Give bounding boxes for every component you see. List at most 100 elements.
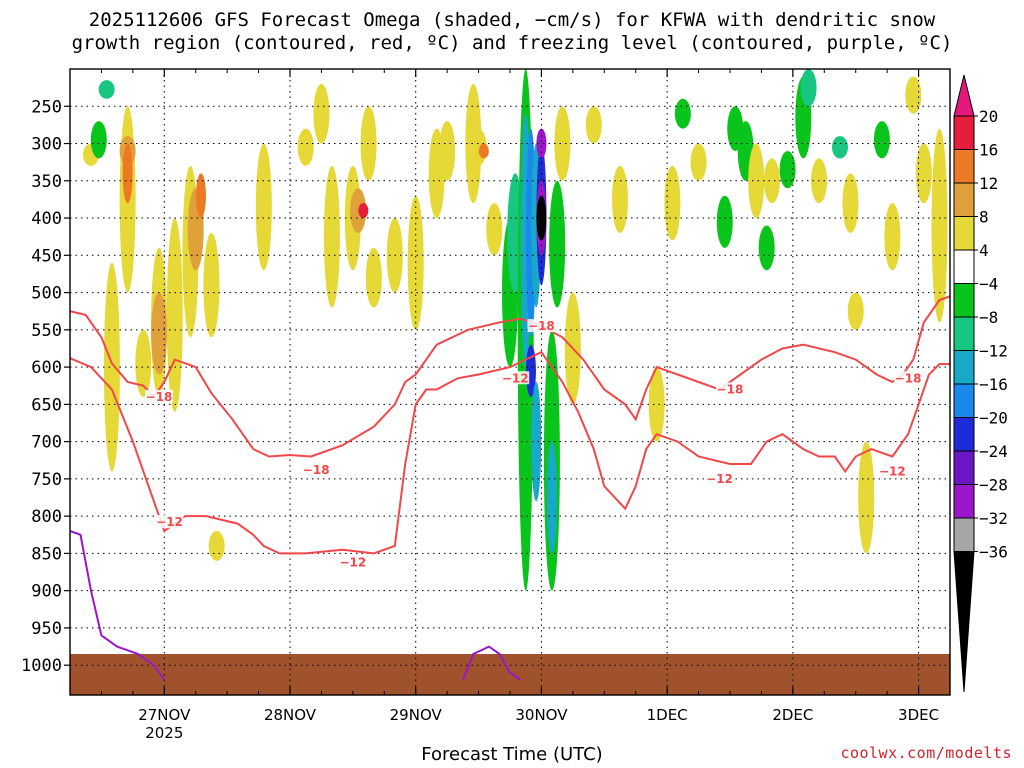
chart-title-line-2: growth region (contoured, red, ºC) and f… <box>71 32 953 54</box>
credit-link[interactable]: coolwx.com/modelts <box>840 744 1012 762</box>
colorbar-swatch <box>953 350 975 385</box>
omega-cell <box>847 292 864 330</box>
y-axis: 250 300 350 400 450 500 550 600 650 700 750 800 850 9… <box>21 97 70 676</box>
contour-label-bg <box>894 371 923 385</box>
y-tick-label: 950 <box>31 619 62 639</box>
omega-cell <box>350 188 367 233</box>
contour-label-bg <box>705 471 734 485</box>
x-tick-label: 2DEC <box>772 706 813 724</box>
colorbar-swatch <box>953 115 975 150</box>
y-tick-label: 1000 <box>21 656 62 676</box>
omega-cell <box>748 143 765 219</box>
omega-cell <box>103 262 120 472</box>
colorbar-swatch <box>953 450 975 485</box>
omega-cell <box>884 203 901 271</box>
colorbar-label: 12 <box>979 174 998 193</box>
contour-label-bg <box>155 515 184 529</box>
y-tick-label: 750 <box>31 470 62 490</box>
omega-cell <box>763 158 780 204</box>
y-tick-label: 650 <box>31 395 62 415</box>
contour-label: −18 <box>528 319 555 333</box>
omega-cell <box>716 195 733 248</box>
contour-label: −18 <box>895 371 922 385</box>
colorbar-label: −12 <box>979 342 1008 361</box>
colorbar-swatch <box>953 283 975 318</box>
y-tick-label: 300 <box>31 135 62 155</box>
omega-cell <box>98 80 115 99</box>
contour-0 <box>70 530 166 681</box>
y-tick-label: 700 <box>31 433 62 453</box>
omega-cell <box>195 173 206 219</box>
omega-cell <box>90 121 107 159</box>
omega-cell <box>664 165 681 241</box>
y-tick-label: 850 <box>31 544 62 564</box>
omega-cell <box>122 143 133 204</box>
contour-minus-12 <box>70 350 950 555</box>
colorbar-label: 8 <box>979 208 989 227</box>
omega-cell <box>832 136 848 159</box>
colorbar-swatch <box>953 417 975 452</box>
y-tick-label: 500 <box>31 284 62 304</box>
omega-cell <box>674 98 691 129</box>
omega-cell <box>358 203 369 219</box>
contour-label-bg <box>527 319 556 333</box>
x-tick-sublabel: 2025 <box>145 724 183 742</box>
y-tick-label: 550 <box>31 321 62 341</box>
colorbar-label: −8 <box>979 308 998 327</box>
x-tick-label: 27NOV <box>138 706 191 724</box>
contour-label: −12 <box>706 472 733 486</box>
plot-grid <box>70 69 950 695</box>
omega-cell <box>203 232 220 338</box>
omega-cell <box>546 441 557 554</box>
colorbar-label: −36 <box>979 543 1008 562</box>
contour-lines: −12 −12 −12 −12 −12 −18 −18 −18 −18 −18 <box>70 295 950 681</box>
x-tick-label: 30NOV <box>515 706 568 724</box>
contour-label-bg <box>302 462 331 476</box>
contour-minus-18 <box>70 295 950 458</box>
colorbar-swatch <box>953 249 975 284</box>
omega-cell <box>758 225 775 271</box>
contour-label-bg <box>145 389 174 403</box>
omega-cell <box>873 121 890 159</box>
omega-cell <box>585 106 602 144</box>
colorbar-swatch <box>953 517 975 552</box>
omega-cell <box>255 143 272 271</box>
x-tick-label: 29NOV <box>390 706 443 724</box>
omega-cell <box>297 128 314 166</box>
omega-cell <box>931 128 948 323</box>
omega-cell <box>800 69 817 107</box>
omega-cell <box>439 121 456 181</box>
y-tick-label: 400 <box>31 209 62 229</box>
omega-cell <box>690 143 707 181</box>
omega-cell <box>905 76 922 114</box>
x-tick-label: 28NOV <box>264 706 317 724</box>
y-tick-label: 350 <box>31 172 62 192</box>
x-tick-label: 1DEC <box>647 706 688 724</box>
colorbar-label: −16 <box>979 375 1008 394</box>
contour-label: −18 <box>303 463 330 477</box>
colorbar-label: 16 <box>979 141 998 160</box>
y-tick-label: 250 <box>31 97 62 117</box>
x-tick-label: 3DEC <box>898 706 939 724</box>
colorbar-swatch <box>953 216 975 251</box>
omega-cell <box>842 173 859 233</box>
contour-label: −18 <box>717 382 744 396</box>
contour-label: −12 <box>879 464 906 478</box>
colorbar-swatch <box>953 383 975 418</box>
colorbar-top-arrow <box>953 74 975 117</box>
contour-label: −18 <box>146 390 173 404</box>
colorbar: 20 16 12 8 4 −4 −8 −12 −16 −20 −24 −28 −32 −36 <box>953 74 1008 693</box>
omega-cell <box>648 367 665 442</box>
colorbar-label: −32 <box>979 509 1008 528</box>
contour-label-bg <box>338 555 367 569</box>
contour-0 <box>461 645 522 681</box>
omega-cell <box>915 143 932 204</box>
colorbar-label: −20 <box>979 409 1008 428</box>
y-tick-label: 600 <box>31 358 62 378</box>
contour-label-bg <box>501 371 530 385</box>
omega-cell <box>313 83 330 144</box>
x-axis-label: Forecast Time (UTC) <box>421 744 603 765</box>
omega-cell <box>858 441 875 554</box>
omega-cell <box>208 531 225 561</box>
